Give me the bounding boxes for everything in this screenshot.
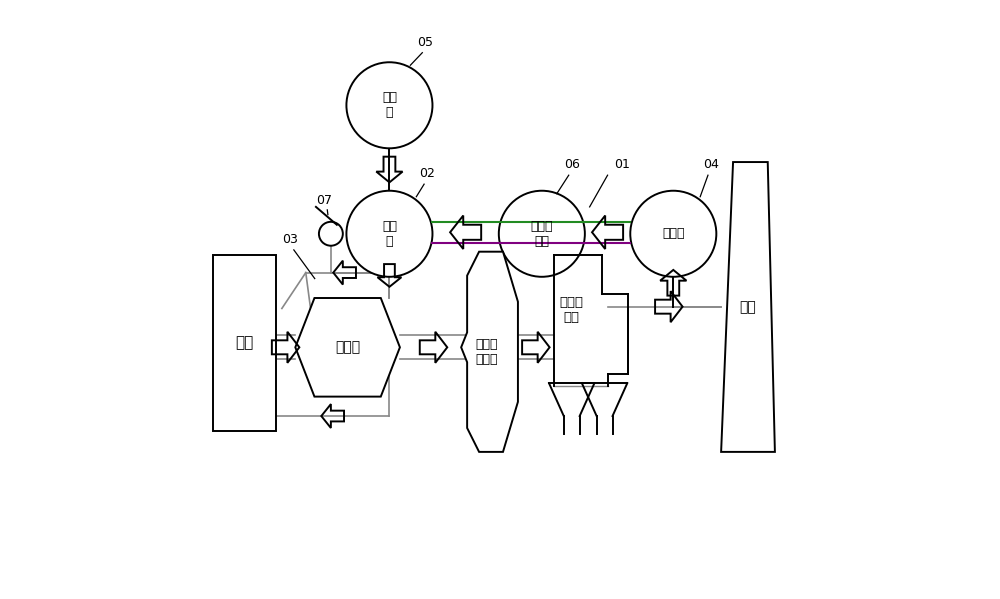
Text: 03: 03	[282, 233, 298, 246]
Text: 01: 01	[615, 158, 630, 171]
Text: 预热器: 预热器	[335, 340, 360, 355]
Circle shape	[319, 222, 343, 246]
Circle shape	[346, 62, 432, 149]
Polygon shape	[295, 298, 400, 397]
Text: 烟囱: 烟囱	[740, 300, 756, 314]
Bar	[432, 222, 630, 243]
Text: 环保改
造系统: 环保改 造系统	[475, 338, 498, 366]
Text: 第一流
量计: 第一流 量计	[531, 220, 553, 248]
Text: 06: 06	[564, 158, 580, 171]
Bar	[213, 255, 276, 431]
Text: 02: 02	[419, 167, 435, 180]
Text: 混风
腔: 混风 腔	[382, 220, 397, 248]
Text: 引风机: 引风机	[662, 227, 685, 240]
Text: 电除尘
系统: 电除尘 系统	[560, 296, 584, 323]
Text: 送风
机: 送风 机	[382, 91, 397, 119]
Circle shape	[630, 190, 716, 277]
Polygon shape	[461, 252, 518, 452]
Circle shape	[346, 190, 432, 277]
Text: 04: 04	[703, 158, 719, 171]
Text: 07: 07	[317, 194, 333, 207]
Text: 05: 05	[417, 35, 433, 49]
Circle shape	[499, 190, 585, 277]
Text: 锅炉: 锅炉	[235, 335, 254, 350]
Polygon shape	[721, 162, 775, 452]
